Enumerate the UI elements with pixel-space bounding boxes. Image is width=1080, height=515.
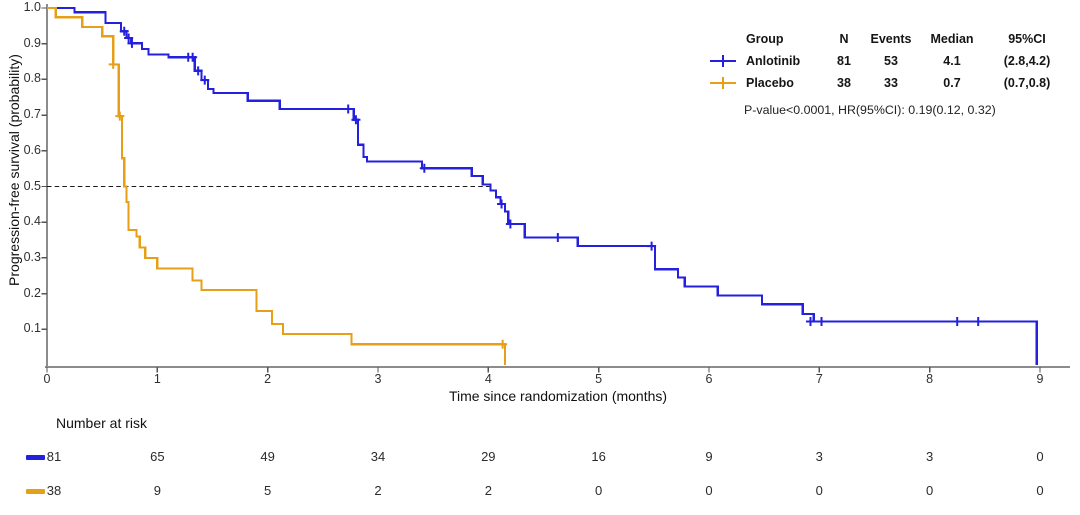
censor-mark-anlotinib bbox=[952, 316, 962, 326]
risk-value: 29 bbox=[481, 449, 496, 464]
x-tick-label: 9 bbox=[1036, 372, 1044, 386]
risk-value: 0 bbox=[705, 483, 713, 498]
x-tick-label: 7 bbox=[815, 372, 823, 386]
legend-events: 53 bbox=[884, 54, 898, 68]
censor-mark-anlotinib bbox=[419, 163, 429, 173]
x-tick-label: 6 bbox=[705, 372, 713, 386]
legend-n: 38 bbox=[837, 76, 851, 90]
legend-marker-placebo bbox=[706, 72, 744, 94]
legend-median: 4.1 bbox=[943, 54, 961, 68]
censor-mark-anlotinib bbox=[188, 52, 198, 62]
legend-ci: (2.8,4.2) bbox=[1003, 54, 1051, 68]
legend-n: 81 bbox=[837, 54, 851, 68]
x-tick-label: 0 bbox=[43, 372, 51, 386]
risk-value: 9 bbox=[153, 483, 161, 498]
censor-mark-anlotinib bbox=[805, 316, 815, 326]
x-tick-label: 5 bbox=[595, 372, 603, 386]
risk-value: 81 bbox=[46, 449, 62, 464]
legend-ci: (0.7,0.8) bbox=[1003, 76, 1051, 90]
censor-mark-anlotinib bbox=[973, 316, 983, 326]
censor-mark-anlotinib bbox=[124, 33, 134, 43]
censor-mark-anlotinib bbox=[119, 26, 129, 36]
y-tick-label: 0.4 bbox=[23, 214, 41, 229]
risk-row-placebo: 38 9 5 2 2 0 0 0 0 0 bbox=[0, 483, 1080, 501]
risk-value: 3 bbox=[926, 449, 934, 464]
stats-annotation: P-value<0.0001, HR(95%CI): 0.19(0.12, 0.… bbox=[744, 103, 996, 117]
risk-value: 0 bbox=[595, 483, 603, 498]
survival-curve-anlotinib bbox=[47, 6, 1038, 365]
risk-value: 3 bbox=[815, 449, 823, 464]
legend-median: 0.7 bbox=[943, 76, 961, 90]
legend-header-events: Events bbox=[870, 32, 912, 46]
censor-mark-anlotinib bbox=[647, 241, 657, 251]
y-tick-label: 0.3 bbox=[23, 249, 41, 264]
risk-value: 2 bbox=[484, 483, 492, 498]
y-tick-label: 0.8 bbox=[23, 71, 41, 86]
legend-header-n: N bbox=[839, 32, 849, 46]
risk-value: 2 bbox=[374, 483, 382, 498]
legend-events: 33 bbox=[884, 76, 898, 90]
y-tick-label: 0.5 bbox=[23, 178, 41, 193]
risk-value: 16 bbox=[591, 449, 606, 464]
legend-group: Anlotinib bbox=[746, 54, 801, 68]
legend-marker-anlotinib bbox=[706, 50, 744, 72]
risk-value: 0 bbox=[926, 483, 934, 498]
x-tick-label: 1 bbox=[153, 372, 161, 386]
censor-mark-anlotinib bbox=[553, 233, 563, 243]
legend-header-group: Group bbox=[746, 32, 784, 46]
km-plot-canvas bbox=[41, 4, 1070, 373]
y-tick-label: 0.1 bbox=[23, 321, 41, 336]
risk-table-title: Number at risk bbox=[56, 415, 148, 431]
x-tick-label: 2 bbox=[264, 372, 272, 386]
x-axis-title: Time since randomization (months) bbox=[448, 388, 668, 404]
y-tick-label: 0.7 bbox=[23, 107, 41, 122]
risk-value: 9 bbox=[705, 449, 713, 464]
y-tick-label: 1.0 bbox=[23, 0, 41, 14]
risk-value: 49 bbox=[260, 449, 275, 464]
y-tick-label: 0.9 bbox=[23, 35, 41, 50]
legend-header-spacer bbox=[706, 28, 744, 50]
censor-mark-anlotinib bbox=[200, 75, 210, 85]
y-tick-label: 0.2 bbox=[23, 285, 41, 300]
risk-row-anlotinib: 81 65 49 34 29 16 9 3 3 0 bbox=[0, 449, 1080, 467]
legend-group: Placebo bbox=[746, 76, 794, 90]
censor-mark-anlotinib bbox=[817, 316, 827, 326]
censor-mark-anlotinib bbox=[497, 199, 507, 209]
risk-value: 5 bbox=[264, 483, 272, 498]
x-tick-label: 8 bbox=[926, 372, 934, 386]
censor-mark-placebo bbox=[115, 111, 125, 121]
censor-mark-anlotinib bbox=[351, 115, 361, 125]
x-tick-label: 4 bbox=[484, 372, 492, 386]
censor-mark-anlotinib bbox=[343, 104, 353, 114]
survival-curve-placebo bbox=[47, 6, 506, 365]
risk-value: 0 bbox=[815, 483, 823, 498]
risk-value: 0 bbox=[1036, 483, 1044, 498]
legend-table: Group N Events Median 95%CI Anlotinib 81 5… bbox=[706, 28, 1070, 94]
risk-row-marker bbox=[26, 455, 45, 460]
censor-mark-placebo bbox=[108, 59, 118, 69]
risk-value: 0 bbox=[1036, 449, 1044, 464]
legend-header-median: Median bbox=[930, 32, 974, 46]
risk-value: 65 bbox=[150, 449, 165, 464]
risk-row-marker bbox=[26, 489, 45, 494]
censor-mark-anlotinib bbox=[127, 38, 137, 48]
censor-mark-anlotinib bbox=[505, 219, 515, 229]
legend-header-ci: 95%CI bbox=[1008, 32, 1046, 46]
risk-value: 34 bbox=[370, 449, 386, 464]
censor-mark-placebo bbox=[498, 339, 508, 349]
y-tick-label: 0.6 bbox=[23, 142, 41, 157]
x-tick-label: 3 bbox=[374, 372, 382, 386]
risk-value: 38 bbox=[46, 483, 62, 498]
censor-mark-anlotinib bbox=[193, 66, 203, 76]
